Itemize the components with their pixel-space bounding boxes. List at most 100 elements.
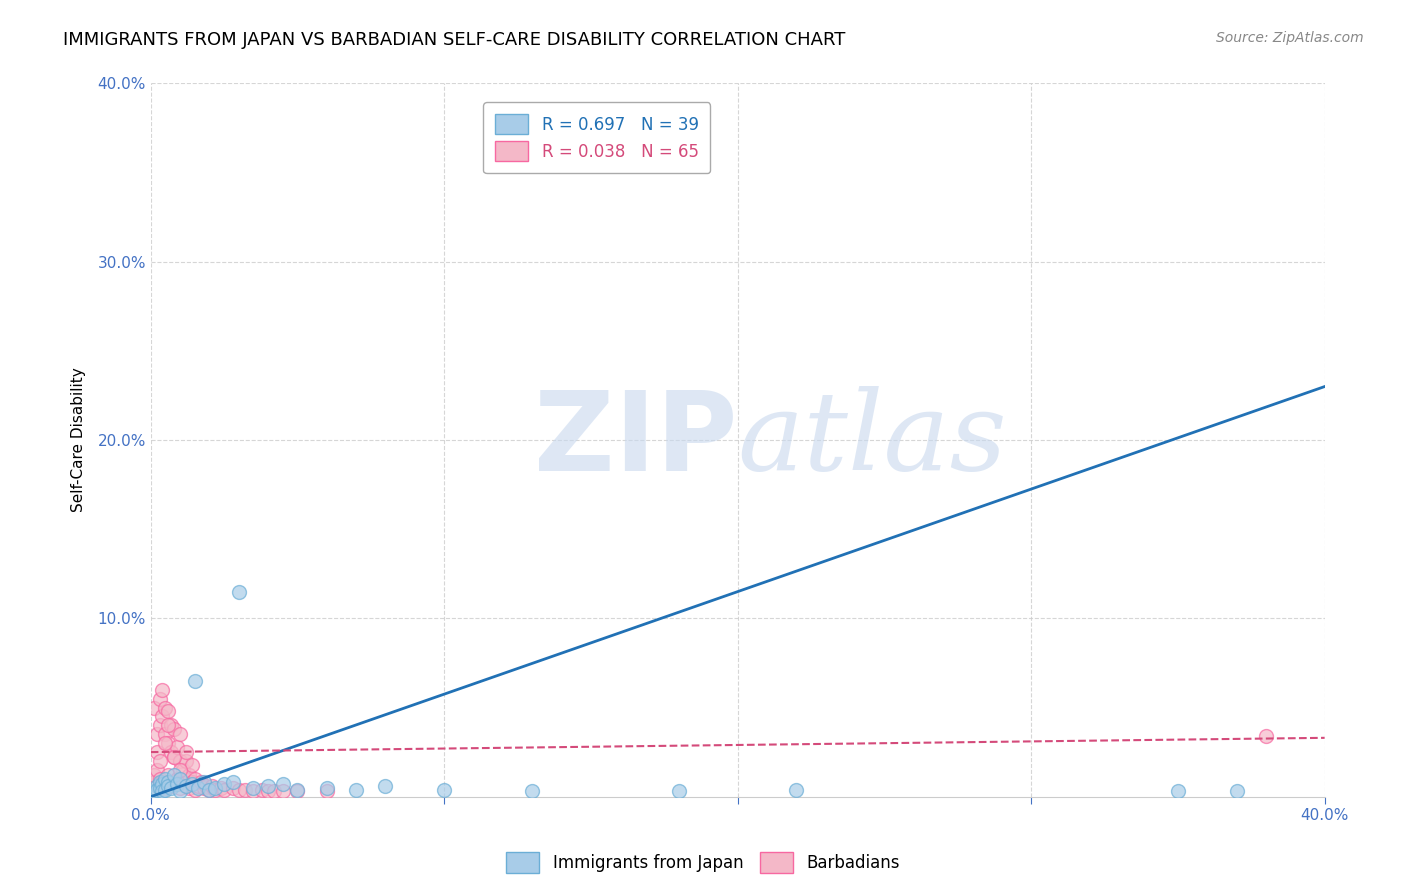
Point — [257, 784, 280, 798]
Point — [257, 779, 280, 793]
Point — [252, 782, 274, 797]
Point — [198, 782, 221, 797]
Point — [180, 777, 202, 791]
Point — [169, 763, 191, 777]
Point — [174, 779, 197, 793]
Point — [155, 736, 177, 750]
Point — [174, 754, 197, 768]
Text: atlas: atlas — [738, 386, 1007, 494]
Point — [187, 780, 209, 795]
Point — [163, 750, 186, 764]
Point — [222, 775, 245, 789]
Point — [1226, 784, 1249, 798]
Point — [180, 775, 202, 789]
Point — [242, 784, 264, 798]
Text: ZIP: ZIP — [534, 386, 738, 493]
Point — [157, 718, 180, 732]
Text: IMMIGRANTS FROM JAPAN VS BARBADIAN SELF-CARE DISABILITY CORRELATION CHART: IMMIGRANTS FROM JAPAN VS BARBADIAN SELF-… — [63, 31, 845, 49]
Point — [271, 777, 294, 791]
Point — [145, 763, 167, 777]
Point — [174, 745, 197, 759]
Point — [163, 722, 186, 736]
Y-axis label: Self-Care Disability: Self-Care Disability — [72, 368, 86, 512]
Point — [263, 784, 285, 798]
Point — [187, 779, 209, 793]
Point — [155, 700, 177, 714]
Point — [169, 727, 191, 741]
Point — [152, 709, 174, 723]
Point — [152, 777, 174, 791]
Point — [184, 673, 207, 688]
Point — [160, 745, 183, 759]
Point — [163, 768, 186, 782]
Point — [169, 772, 191, 786]
Point — [145, 779, 167, 793]
Point — [242, 780, 264, 795]
Point — [169, 754, 191, 768]
Point — [228, 782, 250, 797]
Point — [204, 780, 226, 795]
Point — [157, 736, 180, 750]
Point — [287, 782, 309, 797]
Point — [157, 768, 180, 782]
Point — [180, 757, 202, 772]
Point — [155, 772, 177, 786]
Point — [193, 780, 215, 795]
Point — [152, 682, 174, 697]
Point — [204, 782, 226, 797]
Point — [222, 780, 245, 795]
Point — [172, 775, 194, 789]
Legend: R = 0.697   N = 39, R = 0.038   N = 65: R = 0.697 N = 39, R = 0.038 N = 65 — [484, 103, 710, 173]
Point — [157, 704, 180, 718]
Point — [212, 777, 235, 791]
Point — [184, 782, 207, 797]
Point — [166, 739, 188, 754]
Point — [160, 779, 183, 793]
Point — [209, 780, 232, 795]
Text: Source: ZipAtlas.com: Source: ZipAtlas.com — [1216, 31, 1364, 45]
Point — [198, 782, 221, 797]
Point — [142, 700, 165, 714]
Point — [374, 779, 396, 793]
Point — [152, 775, 174, 789]
Point — [142, 768, 165, 782]
Point — [152, 784, 174, 798]
Point — [166, 772, 188, 786]
Point — [522, 784, 544, 798]
Point — [148, 754, 170, 768]
Point — [315, 784, 337, 798]
Point — [145, 745, 167, 759]
Point — [233, 782, 256, 797]
Point — [344, 782, 367, 797]
Point — [212, 782, 235, 797]
Point — [163, 775, 186, 789]
Point — [148, 772, 170, 786]
Point — [177, 768, 200, 782]
Point — [184, 772, 207, 786]
Point — [155, 727, 177, 741]
Point — [169, 784, 191, 798]
Point — [157, 779, 180, 793]
Point — [166, 777, 188, 791]
Point — [177, 780, 200, 795]
Point — [148, 775, 170, 789]
Point — [193, 775, 215, 789]
Point — [160, 718, 183, 732]
Point — [228, 584, 250, 599]
Point — [148, 691, 170, 706]
Legend: Immigrants from Japan, Barbadians: Immigrants from Japan, Barbadians — [499, 846, 907, 880]
Point — [172, 763, 194, 777]
Point — [155, 780, 177, 795]
Point — [148, 718, 170, 732]
Point — [148, 780, 170, 795]
Point — [785, 782, 807, 797]
Point — [1167, 784, 1189, 798]
Point — [287, 784, 309, 798]
Point — [201, 779, 224, 793]
Point — [195, 779, 218, 793]
Point — [145, 782, 167, 797]
Point — [157, 775, 180, 789]
Point — [142, 784, 165, 798]
Point — [155, 782, 177, 797]
Point — [174, 772, 197, 786]
